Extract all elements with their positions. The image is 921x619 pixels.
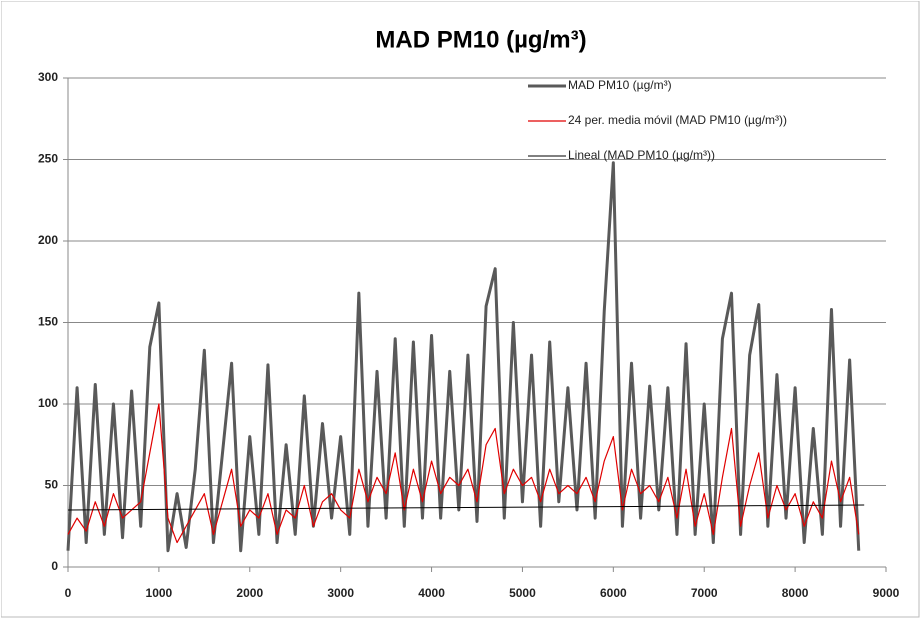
y-tick-label: 100 <box>38 396 58 410</box>
x-tick-label: 1000 <box>146 586 173 600</box>
chart-title: MAD PM10 (µg/m³) <box>375 26 586 53</box>
series-line <box>67 403 860 544</box>
legend-label: Lineal (MAD PM10 (µg/m³)) <box>568 148 715 162</box>
y-tick-label: 0 <box>51 559 58 573</box>
y-tick-label: 150 <box>38 315 58 329</box>
x-tick-label: 2000 <box>236 586 263 600</box>
x-tick-label: 4000 <box>418 586 445 600</box>
legend-label: 24 per. media móvil (MAD PM10 (µg/m³)) <box>568 113 787 127</box>
x-tick-label: 5000 <box>509 586 536 600</box>
y-tick-label: 200 <box>38 233 58 247</box>
x-tick-label: 9000 <box>873 586 900 600</box>
series-line <box>66 161 861 553</box>
x-tick-label: 0 <box>65 586 72 600</box>
x-tick-label: 6000 <box>600 586 627 600</box>
y-tick-label: 300 <box>38 70 58 84</box>
y-tick-label: 50 <box>45 478 59 492</box>
legend-label: MAD PM10 (µg/m³) <box>568 78 672 92</box>
y-tick-label: 250 <box>38 152 58 166</box>
x-tick-label: 3000 <box>327 586 354 600</box>
x-tick-label: 7000 <box>691 586 718 600</box>
series-line <box>67 504 865 511</box>
x-tick-label: 8000 <box>782 586 809 600</box>
